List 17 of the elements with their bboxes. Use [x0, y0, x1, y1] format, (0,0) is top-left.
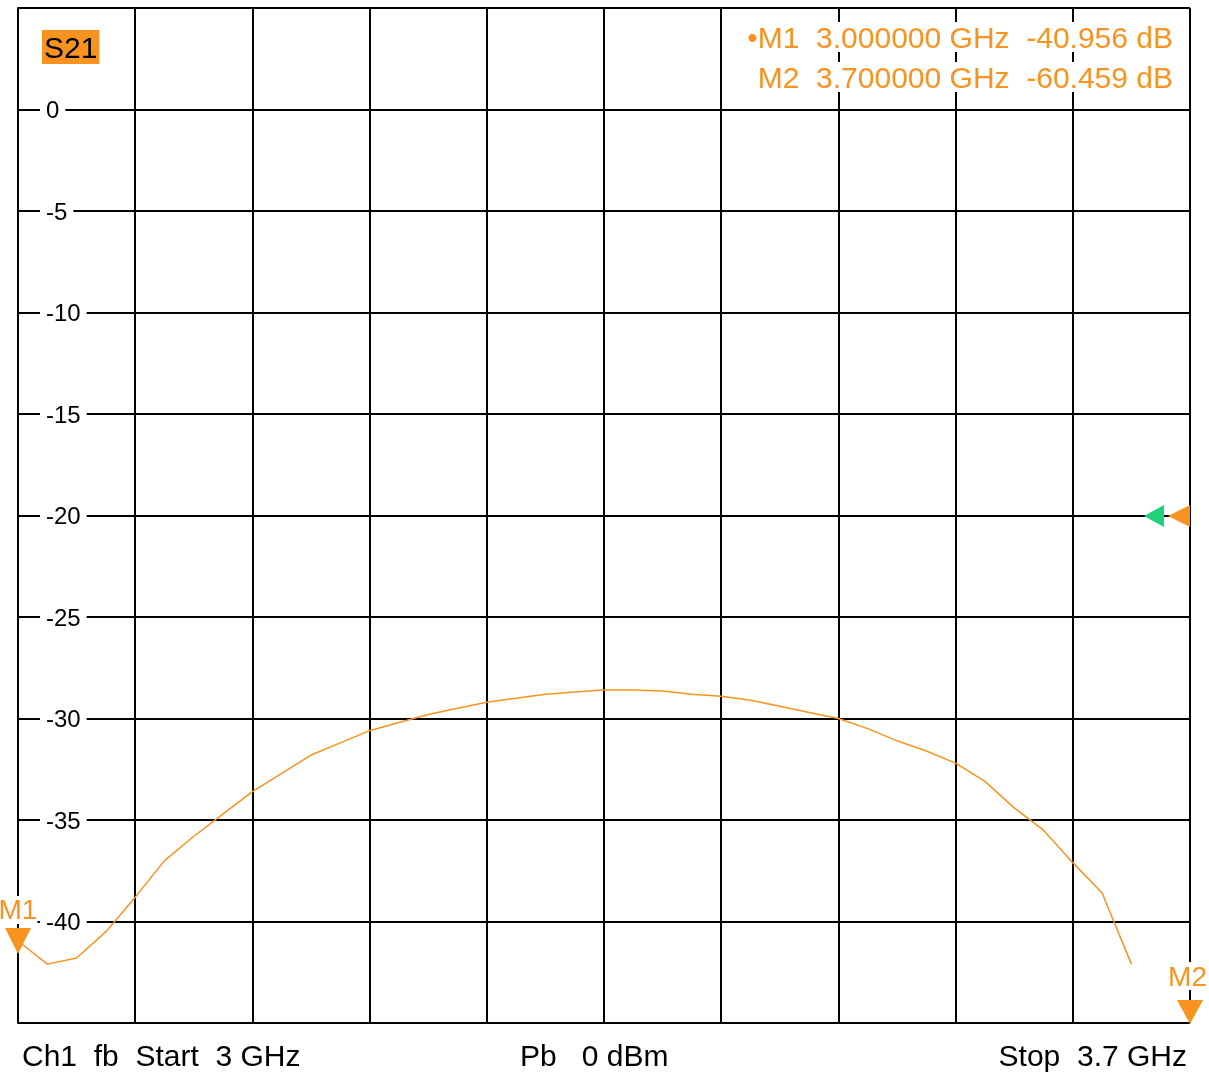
y-tick-label: -20 — [46, 502, 81, 529]
y-tick-label: 0 — [46, 96, 60, 123]
y-tick-label: -15 — [46, 400, 81, 428]
y-tick-label: -30 — [46, 705, 81, 732]
annotation: M2 3.700000 GHz -60.459 dB — [757, 60, 1174, 94]
annotation: •M1 3.000000 GHz -40.956 dB — [747, 20, 1174, 54]
y-tick-label: -5 — [46, 197, 68, 225]
text: Ch1 fb Start 3 GHz — [22, 1038, 301, 1072]
y-tick-label: -40 — [46, 908, 81, 935]
annotation: M1 — [0, 894, 38, 926]
y-tick-label: -10 — [46, 299, 81, 326]
annotation: S21 — [44, 30, 98, 64]
text: Stop 3.7 GHz — [998, 1038, 1188, 1072]
annotation: M2 — [1168, 960, 1208, 992]
y-tick-label: -35 — [46, 806, 81, 834]
text: Pb 0 dBm — [520, 1038, 669, 1072]
y-tick-label: -25 — [46, 603, 81, 631]
